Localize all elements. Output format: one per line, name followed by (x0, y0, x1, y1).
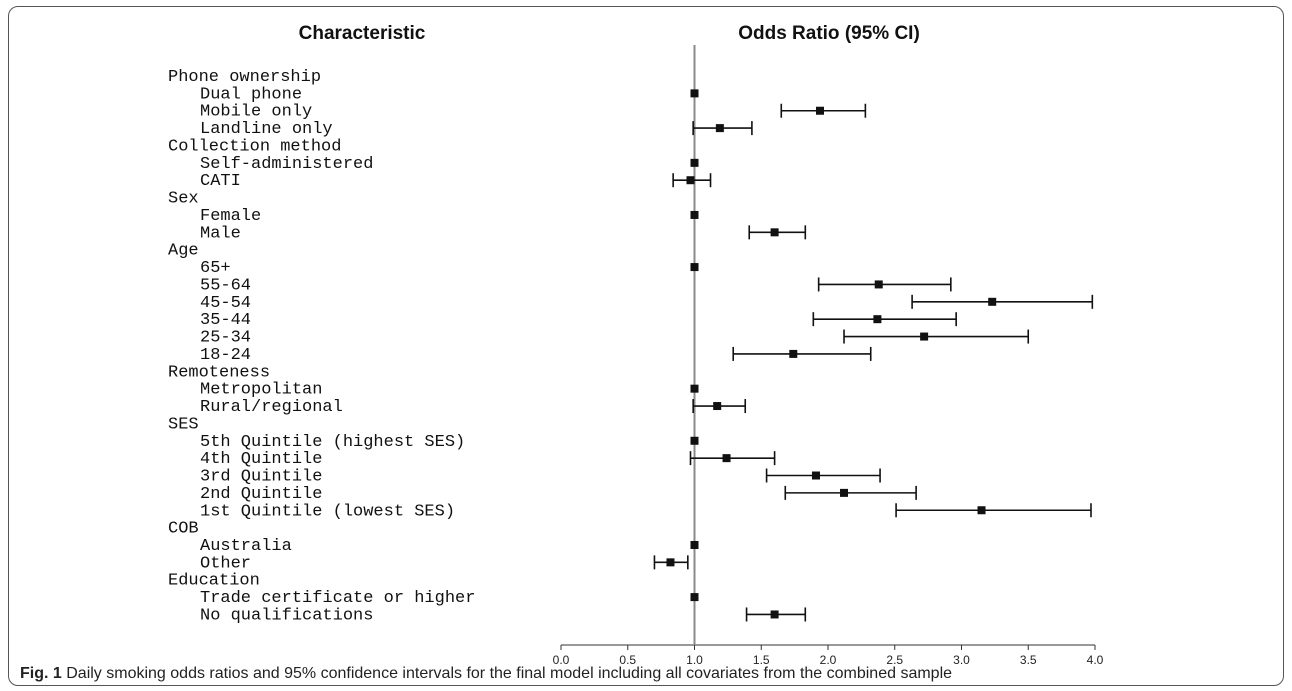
forest-plot: Characteristic Odds Ratio (95% CI) Phone… (168, 23, 1104, 665)
caption-text: Daily smoking odds ratios and 95% confid… (66, 665, 953, 682)
row-label: Australia (200, 537, 292, 556)
figure-frame (8, 6, 1284, 686)
row-label: Female (200, 207, 261, 226)
row-label: Dual phone (200, 85, 302, 104)
odds-ratio-point (686, 176, 695, 185)
odds-ratio-point (715, 124, 724, 133)
x-tick-label: 3.5 (1020, 653, 1037, 665)
odds-ratio-point (690, 263, 699, 272)
row-label: 25-34 (200, 329, 251, 348)
row-label: Male (200, 224, 241, 243)
row-label: 5th Quintile (highest SES) (200, 433, 465, 452)
group-label: Phone ownership (168, 68, 321, 87)
x-tick-label: 4.0 (1087, 653, 1104, 665)
row-label: No qualifications (200, 606, 373, 625)
caption-label: Fig. 1 (20, 665, 62, 682)
x-tick-label: 2.0 (820, 653, 837, 665)
group-label: COB (168, 520, 199, 539)
row-label: 65+ (200, 259, 231, 278)
row-label: CATI (200, 172, 241, 191)
characteristic-column-header: Characteristic (299, 23, 426, 44)
group-label: Collection method (168, 137, 341, 156)
odds-ratio-point (690, 384, 699, 393)
row-label: 18-24 (200, 346, 251, 365)
x-tick-label: 0.0 (553, 653, 570, 665)
odds-ratio-point (873, 315, 882, 324)
x-tick-label: 2.5 (886, 653, 903, 665)
x-tick-label: 1.0 (686, 653, 703, 665)
odds-ratio-column-header: Odds Ratio (95% CI) (738, 23, 920, 44)
odds-ratio-point (690, 210, 699, 219)
odds-ratio-point (920, 332, 929, 341)
group-label: Sex (168, 190, 199, 209)
odds-ratio-point (690, 158, 699, 167)
odds-ratio-point (690, 593, 699, 602)
group-label: Education (168, 572, 260, 591)
odds-ratio-point (815, 106, 824, 115)
row-label: Other (200, 554, 251, 573)
odds-ratio-point (874, 280, 883, 289)
row-label: 2nd Quintile (200, 485, 322, 504)
row-label: Landline only (200, 120, 333, 139)
row-label: Rural/regional (200, 398, 343, 417)
group-label: SES (168, 415, 199, 434)
row-label: 1st Quintile (lowest SES) (200, 502, 455, 521)
x-tick-label: 0.5 (619, 653, 636, 665)
odds-ratio-point (690, 89, 699, 98)
odds-ratio-point (988, 297, 997, 306)
odds-ratio-point (789, 349, 798, 358)
odds-ratio-point (770, 610, 779, 619)
row-label: 55-64 (200, 276, 251, 295)
odds-ratio-marks (653, 45, 1094, 645)
odds-ratio-point (722, 454, 731, 463)
odds-ratio-point (690, 540, 699, 549)
group-label: Remoteness (168, 363, 270, 382)
row-label: Self-administered (200, 155, 373, 174)
row-label: 35-44 (200, 311, 251, 330)
x-tick-label: 3.0 (953, 653, 970, 665)
odds-ratio-point (690, 436, 699, 445)
x-tick-label: 1.5 (753, 653, 770, 665)
odds-ratio-point (840, 488, 849, 497)
odds-ratio-point (770, 228, 779, 237)
odds-ratio-point (713, 402, 722, 411)
odds-ratio-point (811, 471, 820, 480)
x-axis: 0.0 0.5 1.0 1.5 2.0 2.5 3.0 3.5 4.0 (553, 644, 1104, 665)
figure-caption: Fig. 1 Daily smoking odds ratios and 95%… (20, 665, 952, 683)
row-label: Trade certificate or higher (200, 589, 475, 608)
row-label: Metropolitan (200, 381, 322, 400)
row-label: 45-54 (200, 294, 251, 313)
odds-ratio-point (977, 506, 986, 515)
row-label: Mobile only (200, 103, 312, 122)
row-label: 3rd Quintile (200, 468, 322, 487)
odds-ratio-point (666, 558, 675, 567)
row-label: 4th Quintile (200, 450, 322, 469)
group-label: Age (168, 242, 199, 261)
